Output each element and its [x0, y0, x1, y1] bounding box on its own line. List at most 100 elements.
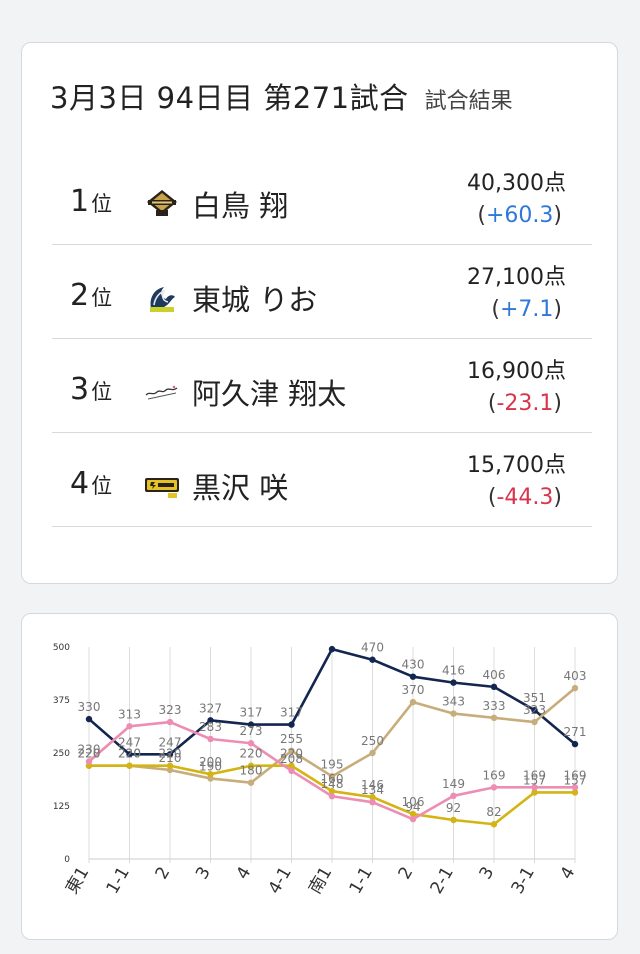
x-tick-label: 4	[233, 864, 256, 883]
data-label: 220	[159, 747, 182, 761]
data-label: 169	[564, 768, 587, 782]
x-tick-label: 3-1	[508, 864, 539, 898]
data-label: 313	[118, 707, 141, 721]
result-row[interactable]: 4位 黒沢 咲 15,700点 (-44.3)	[52, 433, 592, 527]
data-point	[531, 718, 538, 726]
drivens-logo-icon	[147, 190, 177, 216]
data-label: 333	[483, 699, 506, 713]
data-label: 351	[523, 691, 546, 705]
x-tick-label: 1-1	[103, 864, 134, 898]
result-row[interactable]: 2位 東城 りお 27,100点 (+7.1)	[52, 245, 592, 339]
page-subtitle: 試合結果	[424, 89, 513, 114]
data-label: 200	[199, 755, 222, 769]
data-point	[328, 645, 336, 653]
data-label: 250	[361, 734, 384, 748]
data-point	[409, 673, 417, 680]
y-tick-label: 500	[53, 643, 70, 653]
point-diff: (-44.3)	[487, 485, 562, 510]
data-point	[85, 758, 93, 765]
data-label: 220	[78, 747, 101, 761]
data-label: 106	[402, 795, 425, 809]
result-card: 3月3日 94日目 第271試合 試合結果 1位 白鳥 翔 40,300点 (+…	[21, 42, 618, 584]
data-label: 430	[402, 658, 425, 672]
point-diff: (-23.1)	[487, 391, 562, 416]
data-label: 220	[240, 747, 263, 761]
player-score: 40,300点	[467, 171, 566, 196]
data-point	[369, 749, 376, 757]
player-name: 黒沢 咲	[192, 471, 289, 505]
data-point	[531, 784, 538, 791]
data-point	[490, 714, 498, 722]
y-tick-label: 250	[53, 749, 70, 759]
data-label: 343	[442, 695, 465, 709]
data-point	[409, 698, 417, 706]
data-point	[571, 740, 579, 748]
x-tick-label: 東1	[62, 864, 93, 898]
rank-number: 2位	[70, 278, 113, 313]
data-point	[166, 762, 174, 769]
data-label: 146	[361, 778, 384, 792]
data-label: 273	[240, 724, 263, 738]
data-point	[369, 656, 376, 663]
x-tick-label: 3	[192, 864, 215, 883]
data-label: 220	[118, 747, 141, 761]
x-tick-label: 1-1	[346, 864, 377, 898]
player-name: 東城 りお	[192, 283, 318, 317]
data-label: 283	[199, 720, 222, 734]
data-point	[85, 715, 93, 723]
data-point	[450, 710, 457, 717]
player-score: 16,900点	[467, 359, 566, 384]
data-point	[126, 723, 133, 730]
data-label: 317	[240, 706, 263, 720]
point-diff: (+7.1)	[491, 297, 562, 322]
x-tick-label: 3	[476, 864, 499, 883]
data-label: 220	[280, 747, 303, 761]
data-point	[409, 810, 417, 818]
data-label: 94	[405, 800, 420, 814]
data-label: 169	[523, 768, 546, 782]
data-point	[571, 784, 579, 791]
data-point	[450, 816, 457, 824]
data-label: 82	[486, 805, 501, 819]
data-point	[166, 751, 174, 758]
x-tick-label: 4-1	[265, 864, 296, 898]
data-label: 330	[78, 700, 101, 714]
data-point	[450, 679, 457, 686]
data-label: 323	[159, 703, 182, 717]
data-label: 169	[483, 768, 506, 782]
data-label: 247	[159, 735, 182, 749]
rank-number: 3位	[70, 372, 113, 407]
data-label: 208	[280, 752, 303, 766]
result-row[interactable]: 1位 白鳥 翔 40,300点 (+60.3)	[52, 151, 592, 245]
data-point	[369, 798, 376, 806]
data-label: 406	[483, 668, 506, 682]
data-label: 157	[564, 773, 587, 787]
player-score: 15,700点	[467, 453, 566, 478]
data-point	[166, 718, 174, 726]
data-label: 323	[523, 703, 546, 717]
data-point	[531, 706, 538, 714]
data-label: 317	[280, 706, 303, 720]
data-point	[247, 779, 255, 786]
x-tick-label: 2	[395, 864, 418, 883]
y-tick-label: 125	[53, 802, 70, 812]
data-point	[126, 751, 133, 758]
data-point	[247, 721, 255, 728]
result-row[interactable]: 3位 阿久津 翔太 16,900点 (-23.1)	[52, 339, 592, 433]
data-label: 134	[361, 783, 384, 797]
data-label: 149	[442, 777, 465, 791]
result-list: 1位 白鳥 翔 40,300点 (+60.3) 2位 東城 りお 27,100点…	[52, 151, 592, 527]
data-point	[207, 717, 214, 724]
data-label: 160	[321, 772, 344, 786]
data-label: 416	[442, 664, 465, 678]
data-point	[126, 762, 133, 769]
data-label: 195	[321, 757, 344, 771]
page-title: 3月3日 94日目 第271試合	[50, 81, 409, 115]
data-label: 403	[564, 669, 587, 683]
data-point	[369, 793, 376, 801]
data-point	[207, 771, 214, 778]
data-label: 370	[402, 683, 425, 697]
point-diff: (+60.3)	[477, 203, 562, 228]
header: 3月3日 94日目 第271試合 試合結果	[50, 75, 513, 117]
data-point	[571, 789, 579, 796]
